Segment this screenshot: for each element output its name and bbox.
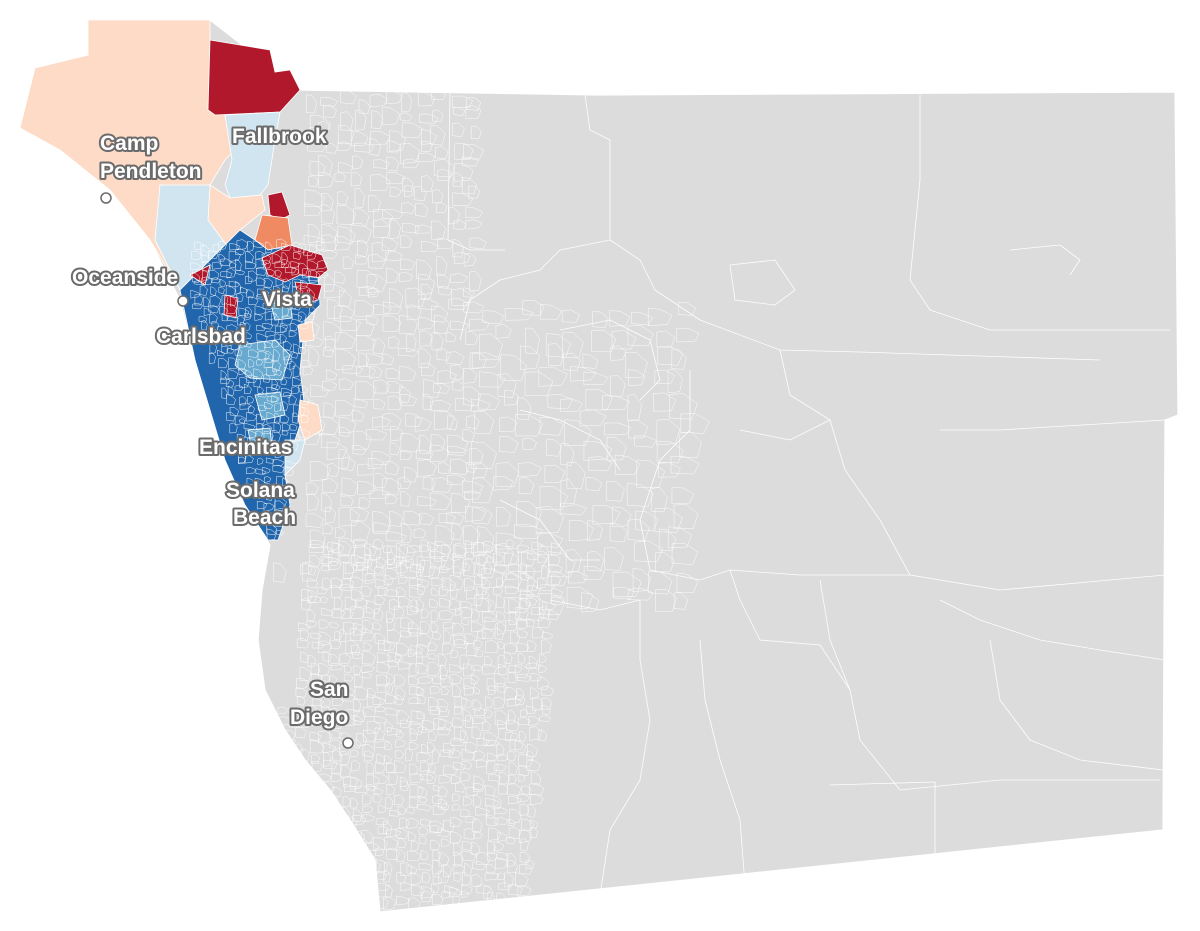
- city-label-line: San: [310, 678, 349, 701]
- tract-mesh-path: [470, 299, 710, 621]
- city-dot: [100, 192, 112, 204]
- tract-boundaries: [447, 91, 1170, 896]
- north-county-shaded-region: [19, 19, 329, 541]
- city-label-line: Pendleton: [100, 160, 202, 183]
- city-dot: [177, 295, 189, 307]
- region-vista-red: [261, 244, 329, 283]
- city-labels: Camp Pendleton Fallbrook Oceanside Vista…: [70, 123, 354, 749]
- north-county-tract-mesh: [189, 238, 329, 541]
- city-encinitas: Encinitas: [197, 434, 294, 461]
- city-label-line: Fallbrook: [232, 125, 327, 148]
- city-label-line: Camp: [100, 132, 158, 155]
- city-carlsbad: Carlsbad: [154, 323, 248, 350]
- city-vista: Vista: [260, 286, 314, 313]
- city-camp-pendleton: Camp Pendleton: [98, 130, 204, 204]
- city-label-line: Beach: [233, 506, 296, 529]
- city-label-line: Encinitas: [199, 436, 292, 459]
- city-solana-beach: Solana Beach: [224, 477, 298, 531]
- tract-mesh-path: [189, 238, 329, 541]
- city-label-line: Carlsbad: [156, 325, 246, 348]
- region-pink-edge-2: [297, 321, 315, 343]
- region-fallbrook-north: [207, 39, 301, 116]
- city-san-diego: San Diego: [288, 676, 354, 749]
- city-fallbrook: Fallbrook: [230, 123, 329, 150]
- city-dot: [342, 737, 354, 749]
- city-oceanside: Oceanside: [70, 264, 189, 307]
- tract-mesh-path: [265, 538, 565, 912]
- city-label-line: Vista: [262, 288, 312, 311]
- city-label-line: Diego: [290, 706, 348, 729]
- city-label-line: Oceanside: [72, 266, 178, 289]
- city-label-line: Solana: [226, 479, 295, 502]
